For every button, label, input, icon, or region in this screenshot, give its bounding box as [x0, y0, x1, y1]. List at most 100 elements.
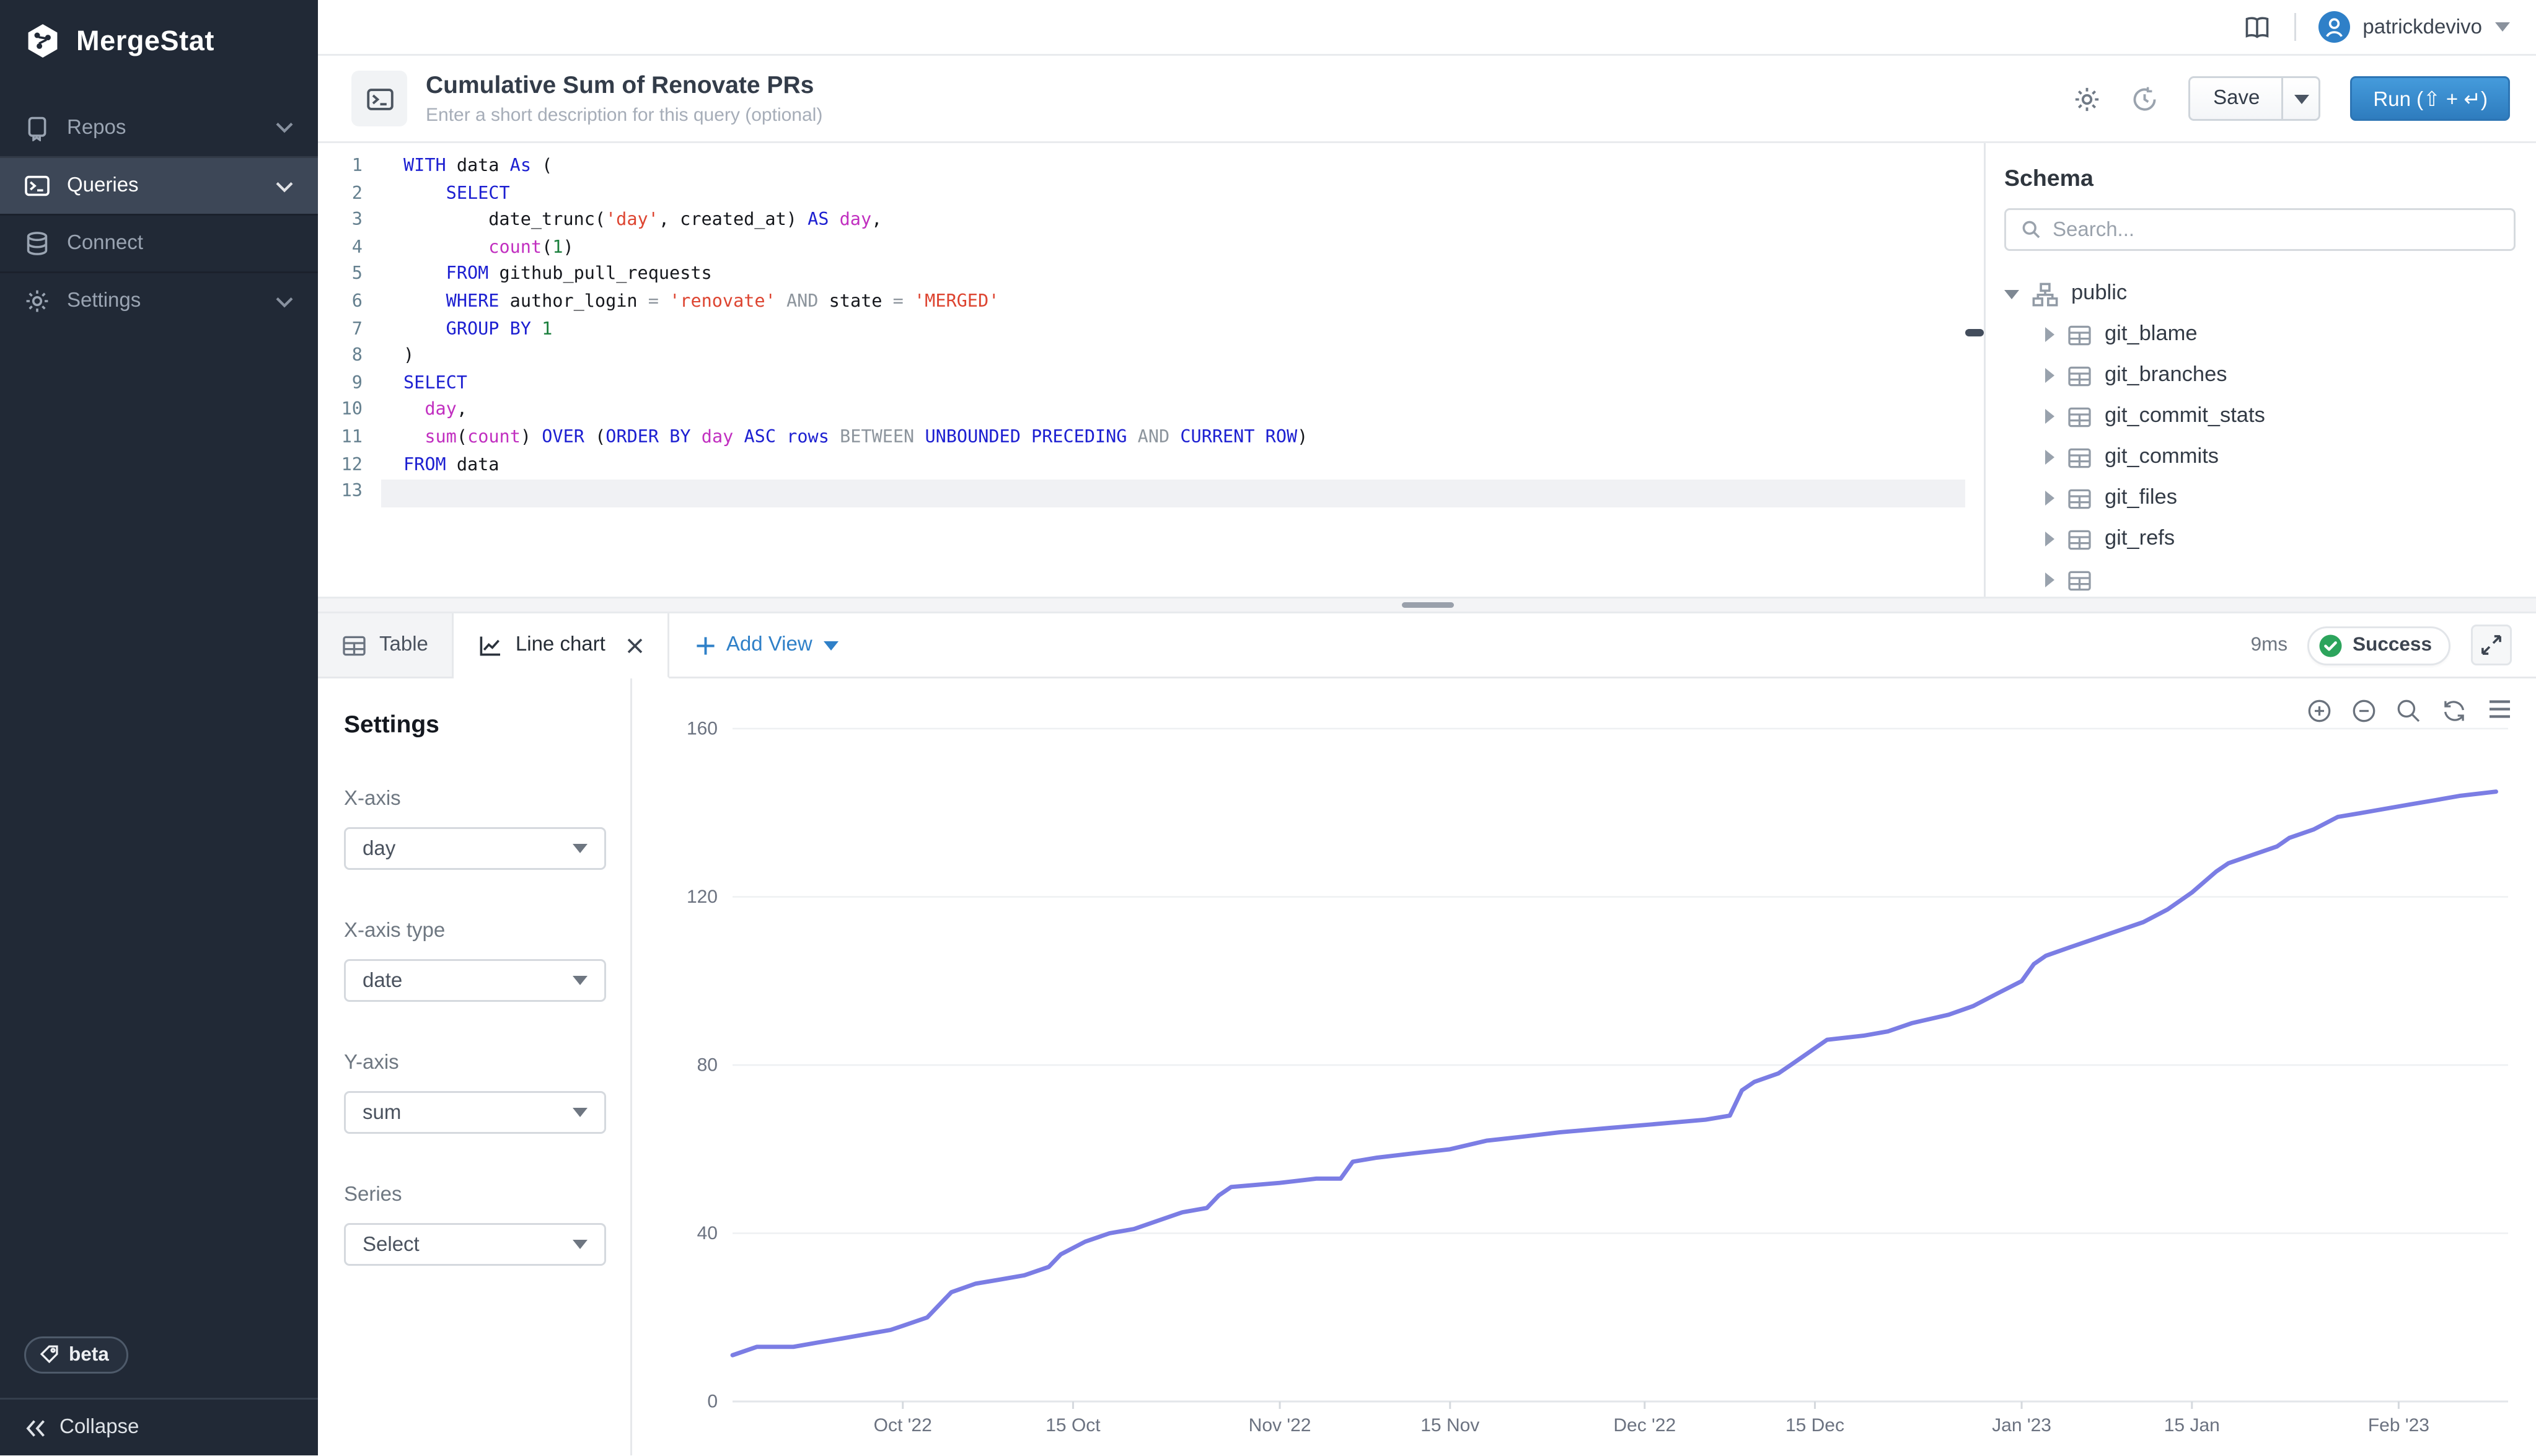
tab-table[interactable]: Table — [318, 613, 454, 677]
sidebar-item-connect[interactable]: Connect — [0, 214, 318, 271]
editor-line[interactable]: 5 FROM github_pull_requests — [318, 263, 1965, 290]
collapse-button[interactable]: Collapse — [0, 1398, 318, 1456]
line-chart-icon — [478, 633, 503, 657]
line-chart[interactable]: 0 40 80 120 160 Oct '22 15 Oct Nov '22 15 Nov Dec… — [632, 678, 2534, 1455]
editor-line[interactable]: 7 GROUP BY 1 — [318, 317, 1965, 344]
results-section: Table Line chart Add View 9ms Succes — [318, 613, 2536, 1456]
chart-menu-icon[interactable] — [2488, 699, 2512, 723]
avatar[interactable] — [2318, 11, 2350, 43]
schema-table-row[interactable]: git_branches — [2004, 355, 2516, 396]
main: patrickdevivo Cumulative Sum of Renovate… — [318, 0, 2536, 1456]
editor-line[interactable]: 9 SELECT — [318, 371, 1965, 398]
horizontal-drag-handle[interactable] — [1401, 602, 1453, 608]
editor-line[interactable]: 11 sum(count) OVER (ORDER BY day ASC row… — [318, 426, 1965, 453]
query-header: Cumulative Sum of Renovate PRs Enter a s… — [318, 56, 2536, 143]
line-code: day, — [425, 400, 468, 421]
logo[interactable]: MergeStat — [0, 0, 318, 78]
sidebar-item-repos[interactable]: Repos — [0, 99, 318, 156]
topbar-divider — [2294, 13, 2296, 41]
svg-text:Nov '22: Nov '22 — [1249, 1415, 1311, 1436]
schema-table-row[interactable]: git_refs — [2004, 519, 2516, 559]
chevron-down-icon — [275, 121, 294, 134]
series-select[interactable]: Select — [344, 1223, 606, 1266]
sql-editor-lines: 1 WITH data As (2 SELECT 3 date_trunc('day… — [318, 154, 1965, 507]
line-number: 5 — [351, 265, 363, 286]
search-placeholder: Search... — [2053, 218, 2135, 241]
svg-text:15 Dec: 15 Dec — [1785, 1415, 1844, 1436]
mergestat-logo-icon — [24, 22, 61, 59]
caret-down-icon — [2004, 289, 2019, 299]
y-axis-select[interactable]: sum — [344, 1091, 606, 1134]
dropdown-caret-icon — [573, 1108, 588, 1117]
schema-table-row[interactable]: git_blame — [2004, 314, 2516, 355]
x-axis-select[interactable]: day — [344, 827, 606, 870]
query-settings-gear-icon[interactable] — [2074, 85, 2102, 113]
chart-settings-panel: Settings X-axis day X-axis type date Y-a… — [318, 678, 632, 1456]
editor-line[interactable]: 2 SELECT — [318, 182, 1965, 209]
schema-panel: Schema Search... public git_blame git_bra… — [1984, 143, 2536, 597]
caret-right-icon — [2045, 491, 2054, 506]
line-number: 1 — [351, 156, 363, 177]
vertical-split-gutter — [1965, 143, 1984, 597]
vertical-drag-handle[interactable] — [1965, 329, 1984, 336]
tab-line-chart[interactable]: Line chart — [454, 613, 669, 678]
zoom-out-icon[interactable] — [2352, 699, 2376, 723]
zoom-in-icon[interactable] — [2307, 699, 2331, 723]
selection-zoom-icon[interactable] — [2397, 699, 2421, 723]
editor-line[interactable]: 10 day, — [318, 398, 1965, 426]
reset-zoom-icon[interactable] — [2441, 699, 2467, 723]
line-number: 7 — [351, 318, 363, 340]
repo-icon — [24, 115, 50, 141]
save-dropdown-caret-icon[interactable] — [2282, 78, 2319, 119]
database-icon — [24, 230, 50, 257]
line-code: ) — [403, 346, 415, 367]
schema-table-row[interactable]: git_commit_stats — [2004, 396, 2516, 437]
schema-search-input[interactable]: Search... — [2004, 208, 2516, 251]
table-name: git_files — [2105, 487, 2177, 509]
editor-line[interactable]: 4 count(1) — [318, 235, 1965, 263]
line-code: SELECT — [446, 183, 510, 204]
chevron-down-icon — [275, 295, 294, 308]
chevron-down-icon — [275, 180, 294, 193]
run-button[interactable]: Run (⇧ + ↵) — [2351, 76, 2510, 121]
editor-line[interactable]: 3 date_trunc('day', created_at) AS day, — [318, 209, 1965, 236]
query-description-placeholder[interactable]: Enter a short description for this query… — [426, 106, 823, 126]
history-icon[interactable] — [2131, 85, 2159, 113]
editor-line[interactable]: 6 WHERE author_login = 'renovate' AND st… — [318, 290, 1965, 317]
caret-right-icon — [2045, 409, 2054, 424]
table-icon — [2067, 527, 2092, 551]
editor-line[interactable]: 8) — [318, 344, 1965, 371]
schema-table-row[interactable]: git_files — [2004, 478, 2516, 519]
close-tab-icon[interactable] — [626, 637, 643, 654]
schema-table-row[interactable]: git_commits — [2004, 437, 2516, 478]
expand-button[interactable] — [2471, 625, 2512, 665]
x-axis-type-select[interactable]: date — [344, 959, 606, 1002]
beta-badge: beta — [24, 1336, 128, 1374]
docs-book-icon[interactable] — [2242, 14, 2271, 40]
sql-editor[interactable]: 1 WITH data As (2 SELECT 3 date_trunc('day… — [318, 143, 1965, 597]
sidebar-item-queries[interactable]: Queries — [0, 156, 318, 214]
schema-table-row[interactable] — [2004, 559, 2516, 597]
line-code: FROM data — [403, 454, 500, 475]
results-tabbar: Table Line chart Add View 9ms Succes — [318, 613, 2536, 678]
tag-icon — [39, 1344, 59, 1365]
svg-text:40: 40 — [697, 1223, 718, 1243]
page-title[interactable]: Cumulative Sum of Renovate PRs — [426, 71, 814, 99]
schema-root-public[interactable]: public — [2004, 273, 2516, 314]
line-number: 11 — [341, 427, 363, 448]
svg-text:80: 80 — [697, 1055, 718, 1076]
user-menu-caret-icon[interactable] — [2495, 22, 2510, 32]
y-axis-label: Y-axis — [344, 1052, 399, 1074]
username[interactable]: patrickdevivo — [2362, 15, 2482, 38]
sidebar-item-settings[interactable]: Settings — [0, 271, 318, 329]
caret-right-icon — [2045, 327, 2054, 342]
save-button[interactable]: Save — [2189, 76, 2322, 121]
editor-line[interactable]: 12 FROM data — [318, 453, 1965, 480]
svg-text:15 Oct: 15 Oct — [1046, 1415, 1101, 1436]
svg-text:15 Nov: 15 Nov — [1420, 1415, 1479, 1436]
add-view-button[interactable]: Add View — [695, 613, 839, 677]
chart-toolbar — [2307, 699, 2512, 723]
editor-line[interactable]: 13 — [318, 480, 1965, 507]
editor-line[interactable]: 1 WITH data As ( — [318, 154, 1965, 182]
